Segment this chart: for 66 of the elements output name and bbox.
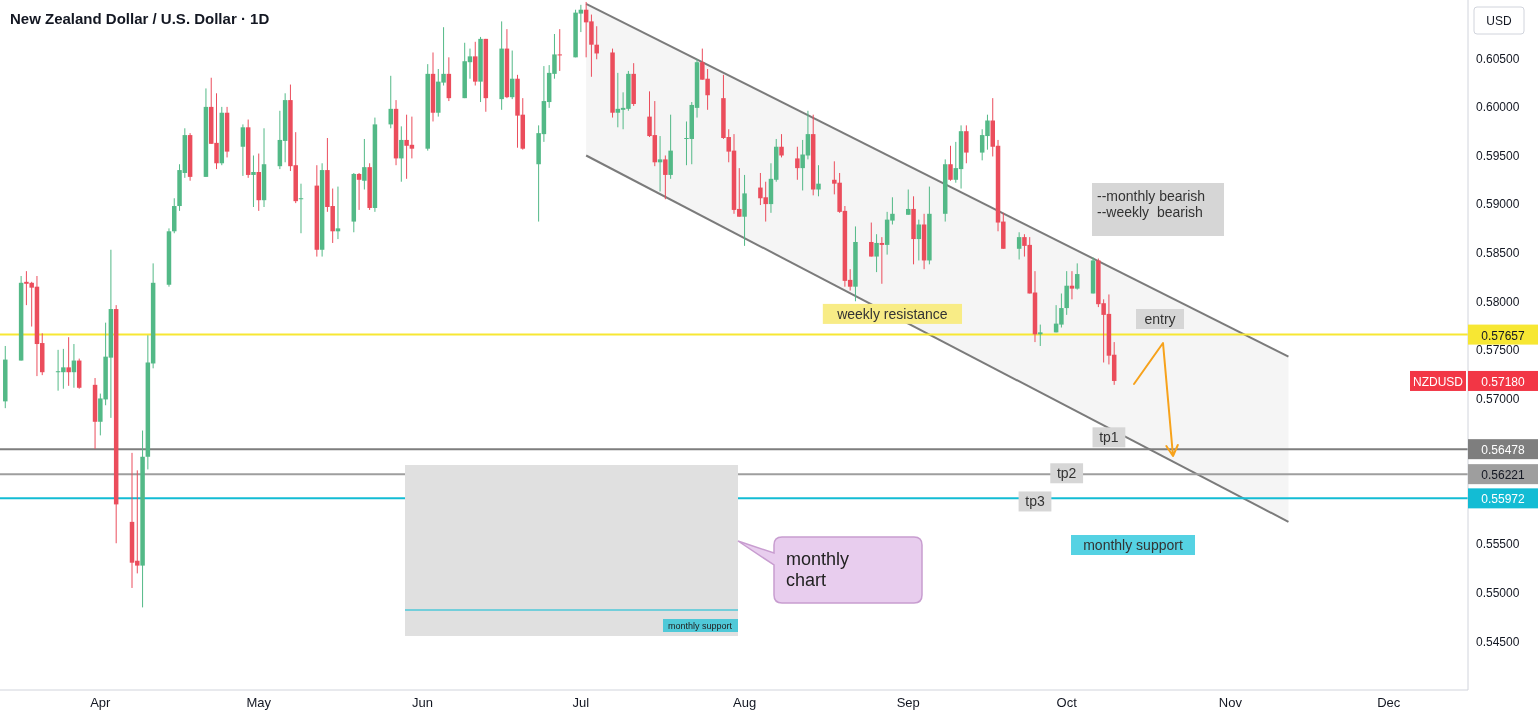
candlestick	[795, 146, 800, 181]
candlestick	[356, 172, 362, 211]
candlestick	[362, 138, 367, 191]
x-tick-label: Jul	[572, 695, 590, 711]
candlestick	[948, 145, 953, 182]
text: 0.57180	[1481, 374, 1526, 389]
candlestick	[251, 154, 256, 208]
annotation: NZDUSD	[1413, 374, 1464, 389]
candlestick	[964, 124, 969, 164]
x-tick-label: Nov	[1218, 695, 1243, 711]
x-tick-label: Jun	[411, 695, 433, 711]
annotation: monthly support	[1083, 537, 1183, 553]
x-tick-label: Apr	[90, 695, 112, 711]
x-tick-label: Aug	[732, 695, 757, 711]
annotation: weekly resistance	[836, 305, 948, 322]
candlestick	[1074, 262, 1080, 291]
candlestick	[66, 336, 71, 387]
y-tick-label: 0.60500	[1476, 51, 1520, 66]
candlestick	[657, 135, 663, 192]
annotation: monthly support	[667, 621, 733, 631]
y-tick-label: 0.58000	[1476, 294, 1520, 309]
candlestick	[240, 123, 246, 177]
y-axis-title: USD	[1486, 14, 1512, 28]
candlestick	[874, 233, 879, 273]
y-tick-label: 0.58500	[1476, 245, 1520, 260]
candlestick	[335, 186, 341, 240]
candlestick	[615, 72, 621, 128]
annotation: tp2	[1056, 465, 1077, 482]
y-tick-label: 0.57000	[1476, 391, 1520, 406]
annotation: entry	[1144, 311, 1176, 327]
y-tick-label: 0.59000	[1476, 197, 1520, 212]
candlestick	[1069, 270, 1075, 300]
ref-line-label: 0.56478	[1481, 443, 1526, 458]
ref-line-label: 0.57657	[1481, 328, 1526, 343]
candlestick	[816, 164, 821, 197]
candlestick	[1064, 270, 1069, 316]
x-tick-label: Sep	[896, 695, 920, 711]
candlestick	[298, 183, 304, 234]
y-tick-label: 0.57500	[1476, 343, 1520, 358]
y-tick-label: 0.55500	[1476, 537, 1520, 552]
candlestick	[1016, 231, 1022, 260]
y-tick-label: 0.59500	[1476, 148, 1520, 163]
annotation: --monthly bearish --weekly bearish	[1097, 188, 1206, 221]
annotation: monthly chart	[786, 549, 850, 590]
candlestick	[906, 189, 911, 216]
candlestick	[557, 28, 562, 72]
annotation: tp1	[1099, 429, 1119, 446]
candlestick	[800, 139, 805, 191]
candlestick	[594, 25, 599, 60]
text: New Zealand Dollar / U.S. Dollar · 1D	[10, 10, 270, 27]
y-tick-label: 0.54500	[1476, 634, 1520, 649]
x-tick-label: Dec	[1377, 695, 1401, 711]
candlestick	[1038, 324, 1043, 347]
x-tick-label: Oct	[1056, 695, 1078, 711]
x-tick-label: May	[246, 695, 272, 711]
candlestick	[742, 174, 747, 247]
y-tick-label: 0.55000	[1476, 586, 1520, 601]
candlestick	[663, 154, 668, 200]
candlestick	[869, 222, 874, 258]
ref-line-label: 0.55972	[1481, 492, 1526, 507]
candlestick	[779, 133, 784, 158]
y-tick-label: 0.60000	[1476, 100, 1520, 115]
candlestick	[916, 219, 922, 261]
annotation: tp3	[1025, 493, 1045, 510]
candlestick	[399, 125, 404, 183]
ref-line-label: 0.56221	[1481, 468, 1526, 483]
